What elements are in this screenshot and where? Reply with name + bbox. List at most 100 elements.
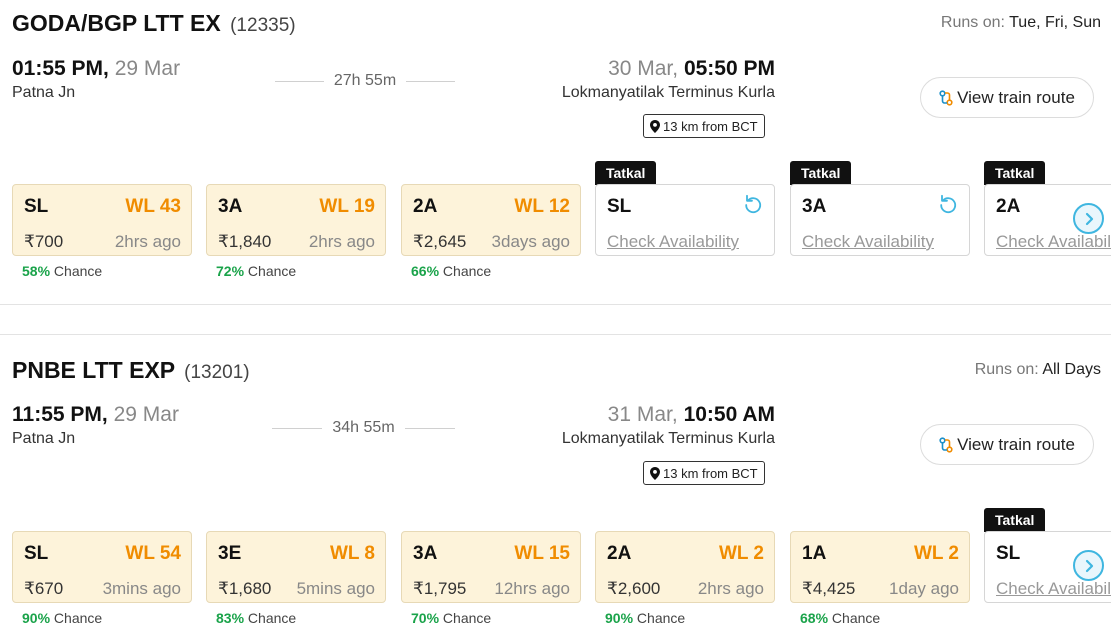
arrival-time: 30 Mar, 05:50 PM <box>608 57 775 81</box>
last-updated: 5mins ago <box>296 579 375 598</box>
fare-card-1a[interactable]: 1A WL 2 ₹4,425 1day ago <box>790 531 970 603</box>
chance-label: Chance <box>53 610 103 626</box>
fare-card-sl[interactable]: SL WL 43 ₹700 2hrs ago <box>12 184 192 256</box>
waitlist-status: WL 19 <box>319 196 375 217</box>
fare-class: SL <box>607 196 632 217</box>
train-name: PNBE LTT EXP <box>12 357 175 383</box>
tatkal-tag: Tatkal <box>984 508 1046 532</box>
check-availability-link[interactable]: Check Availability <box>996 232 1111 251</box>
fare-card-3e[interactable]: 3E WL 8 ₹1,680 5mins ago <box>206 531 386 603</box>
tatkal-card-3a[interactable]: 3A Check Availability <box>790 184 970 256</box>
confirm-chance: 90% Chance <box>605 610 685 626</box>
confirm-chance: 72% Chance <box>216 263 296 279</box>
fare-class: 2A <box>607 543 632 564</box>
distance-text: 13 km from BCT <box>663 465 758 481</box>
duration-line-right <box>406 80 456 82</box>
fare-class: 3A <box>218 196 243 217</box>
runs-on-label: Runs on: <box>974 361 1039 378</box>
check-availability-link[interactable]: Check Availability <box>802 232 934 251</box>
duration-text: 27h 55m <box>333 72 397 89</box>
chance-label: Chance <box>442 610 492 626</box>
chance-label: Chance <box>247 610 297 626</box>
duration-line-left <box>275 80 324 82</box>
arrival-date: 31 Mar, <box>607 403 678 426</box>
distance-badge: 13 km from BCT <box>643 114 765 138</box>
fare-card-2a[interactable]: 2A WL 2 ₹2,600 2hrs ago <box>595 531 775 603</box>
last-updated: 1day ago <box>889 579 959 598</box>
section-divider <box>0 304 1111 305</box>
fare-class: 1A <box>802 543 827 564</box>
view-train-route-button[interactable]: View train route <box>920 424 1094 465</box>
scroll-right-button[interactable] <box>1073 203 1104 234</box>
view-train-route-button[interactable]: View train route <box>920 77 1094 118</box>
fare-class: 3A <box>802 196 827 217</box>
refresh-icon[interactable] <box>742 193 764 215</box>
chevron-right-icon <box>1085 212 1093 225</box>
tatkal-tag: Tatkal <box>595 161 657 185</box>
confirm-chance: 58% Chance <box>22 263 102 279</box>
arrival-date: 30 Mar, <box>608 57 679 80</box>
duration-line-left <box>272 427 323 429</box>
departure-station: Patna Jn <box>12 430 76 447</box>
duration-text: 34h 55m <box>332 419 395 436</box>
fare-card-2a[interactable]: 2A WL 12 ₹2,645 3days ago <box>401 184 581 256</box>
route-icon <box>939 436 953 453</box>
runs-on: Runs on: Tue, Fri, Sun <box>941 14 1101 32</box>
departure-time: 11:55 PM, 29 Mar <box>12 403 179 427</box>
chance-percent: 90% <box>605 610 634 626</box>
fare-class: SL <box>24 543 49 564</box>
view-train-route-label: View train route <box>957 87 1075 107</box>
waitlist-status: WL 8 <box>329 543 375 564</box>
arrival-clock: 10:50 AM <box>683 403 775 426</box>
tatkal-tag: Tatkal <box>790 161 852 185</box>
runs-on-days: Tue, Fri, Sun <box>1009 14 1101 31</box>
fare-card-3a[interactable]: 3A WL 19 ₹1,840 2hrs ago <box>206 184 386 256</box>
fare-class: SL <box>24 196 49 217</box>
last-updated: 3days ago <box>491 232 570 251</box>
fare-price: ₹1,840 <box>218 232 272 251</box>
duration-line-right <box>404 427 456 429</box>
waitlist-status: WL 2 <box>913 543 959 564</box>
check-availability-link[interactable]: Check Availability <box>607 232 739 251</box>
arrival-station: Lokmanyatilak Terminus Kurla <box>561 84 775 101</box>
confirm-chance: 68% Chance <box>800 610 880 626</box>
tatkal-tag: Tatkal <box>984 161 1046 185</box>
chance-percent: 70% <box>411 610 440 626</box>
chance-label: Chance <box>442 263 492 279</box>
runs-on: Runs on: All Days <box>975 361 1101 379</box>
train-name: GODA/BGP LTT EX <box>12 10 221 36</box>
departure-date: 29 Mar <box>113 403 179 426</box>
waitlist-status: WL 2 <box>718 543 764 564</box>
check-availability-link[interactable]: Check Availability <box>996 579 1111 598</box>
fare-card-sl[interactable]: SL WL 54 ₹670 3mins ago <box>12 531 192 603</box>
route-icon <box>939 89 953 106</box>
train-title[interactable]: GODA/BGP LTT EX (12335) <box>12 10 296 37</box>
chance-label: Chance <box>53 263 103 279</box>
fare-price: ₹2,645 <box>413 232 467 251</box>
fare-class: 2A <box>413 196 438 217</box>
train-card: GODA/BGP LTT EX (12335) Runs on: Tue, Fr… <box>0 0 1111 305</box>
waitlist-status: WL 54 <box>125 543 181 564</box>
departure-station: Patna Jn <box>12 84 76 101</box>
waitlist-status: WL 15 <box>514 543 570 564</box>
departure-time: 01:55 PM, 29 Mar <box>12 57 180 81</box>
train-title[interactable]: PNBE LTT EXP (13201) <box>12 357 250 384</box>
chance-label: Chance <box>831 610 881 626</box>
fare-row: SL WL 54 ₹670 3mins ago 90% Chance 3E WL… <box>0 508 1111 640</box>
view-train-route-label: View train route <box>957 434 1075 454</box>
last-updated: 2hrs ago <box>697 579 764 598</box>
tatkal-card-sl[interactable]: SL Check Availability <box>595 184 775 256</box>
arrival-clock: 05:50 PM <box>683 57 775 80</box>
last-updated: 3mins ago <box>102 579 181 598</box>
last-updated: 2hrs ago <box>114 232 181 251</box>
arrival-time: 31 Mar, 10:50 AM <box>608 403 775 427</box>
distance-text: 13 km from BCT <box>663 118 758 134</box>
fare-price: ₹1,680 <box>218 579 272 598</box>
confirm-chance: 70% Chance <box>411 610 491 626</box>
confirm-chance: 66% Chance <box>411 263 491 279</box>
fare-class: 3E <box>218 543 242 564</box>
chance-percent: 90% <box>22 610 51 626</box>
fare-card-3a[interactable]: 3A WL 15 ₹1,795 12hrs ago <box>401 531 581 603</box>
refresh-icon[interactable] <box>937 193 959 215</box>
scroll-right-button[interactable] <box>1073 550 1104 581</box>
